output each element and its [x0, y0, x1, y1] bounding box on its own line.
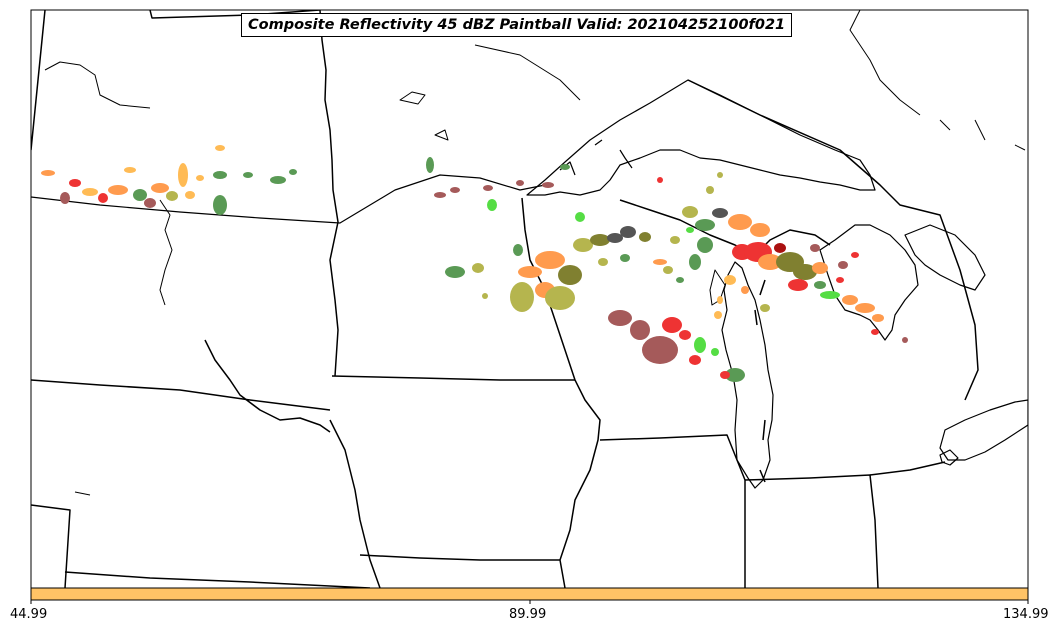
il-in-border: [599, 434, 746, 588]
central-storm-swath: [445, 226, 673, 312]
ontario-border: [687, 79, 979, 401]
lake-of-woods: [44, 61, 151, 109]
sd-border: [31, 379, 331, 411]
us-canada-border: [31, 174, 546, 224]
south-wi-cluster: [608, 310, 745, 382]
minnesota-river: [204, 339, 331, 433]
lake-st-clair: [939, 449, 959, 466]
ne-border: [329, 419, 381, 588]
lake-superior: [526, 79, 876, 196]
reflectivity-paintball-layer: [41, 145, 908, 382]
colorbar: [30, 587, 1029, 601]
door-peninsula: [709, 269, 726, 306]
lake-erie: [939, 399, 1028, 461]
misc-lakes-north: [399, 44, 581, 141]
lake-huron: [819, 224, 919, 341]
mn-ia-border: [331, 375, 575, 381]
map-title: Composite Reflectivity 45 dBZ Paintball …: [241, 13, 793, 37]
nd-mn-border: [319, 10, 339, 377]
red-river: [159, 199, 173, 306]
kansas-lake: [74, 491, 91, 496]
ks-mo-border: [64, 571, 371, 588]
mi-shore-marks: [754, 279, 766, 483]
northern-shore: [149, 10, 321, 19]
oh-border: [869, 461, 946, 476]
north-ontario-lakes: [849, 10, 1026, 151]
northwest-line: [31, 10, 46, 151]
ia-il-border: [559, 379, 601, 588]
lake-michigan: [721, 261, 774, 489]
west-storm-cluster: [41, 145, 297, 215]
colorbar-label-max: 134.99: [1003, 607, 1049, 622]
ia-mo-border: [359, 554, 560, 561]
michigan-storm-cluster: [657, 172, 908, 343]
ks-border: [31, 504, 71, 588]
north-storm-cluster: [426, 157, 585, 222]
colorbar-label-min: 44.99: [10, 607, 48, 622]
colorbar-label-mid: 89.99: [509, 607, 547, 622]
